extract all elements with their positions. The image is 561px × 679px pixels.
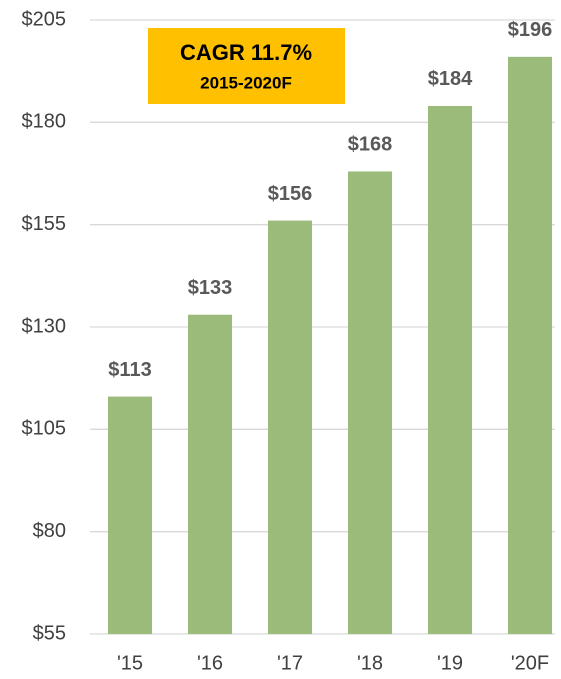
- value-label: $184: [428, 68, 473, 90]
- x-tick-label: '19: [437, 652, 463, 674]
- y-tick-label: $105: [22, 418, 67, 440]
- bar: [348, 171, 392, 634]
- y-tick-label: $80: [33, 520, 66, 542]
- annotation: 2015-2020F: [200, 73, 292, 92]
- x-tick-label: '15: [117, 652, 143, 674]
- bar: [428, 105, 472, 634]
- y-tick-label: $55: [33, 622, 66, 644]
- x-tick-label: '17: [277, 652, 303, 674]
- bar: [188, 314, 232, 634]
- bar: [268, 220, 312, 634]
- x-tick-label: '18: [357, 652, 383, 674]
- value-label: $196: [508, 19, 553, 41]
- bar: [508, 56, 552, 634]
- annotation-box: [148, 28, 345, 104]
- y-tick-label: $180: [22, 111, 67, 133]
- y-tick-label: $130: [22, 315, 67, 337]
- y-tick-label: $205: [22, 8, 67, 30]
- value-label: $113: [108, 359, 151, 381]
- x-tick-label: '20F: [511, 652, 549, 674]
- x-tick-label: '16: [197, 652, 223, 674]
- annotation: CAGR 11.7%: [180, 40, 312, 65]
- bar: [108, 396, 152, 634]
- value-label: $156: [268, 183, 313, 205]
- value-label: $168: [348, 134, 393, 156]
- y-tick-label: $155: [22, 213, 67, 235]
- value-label: $133: [188, 277, 233, 299]
